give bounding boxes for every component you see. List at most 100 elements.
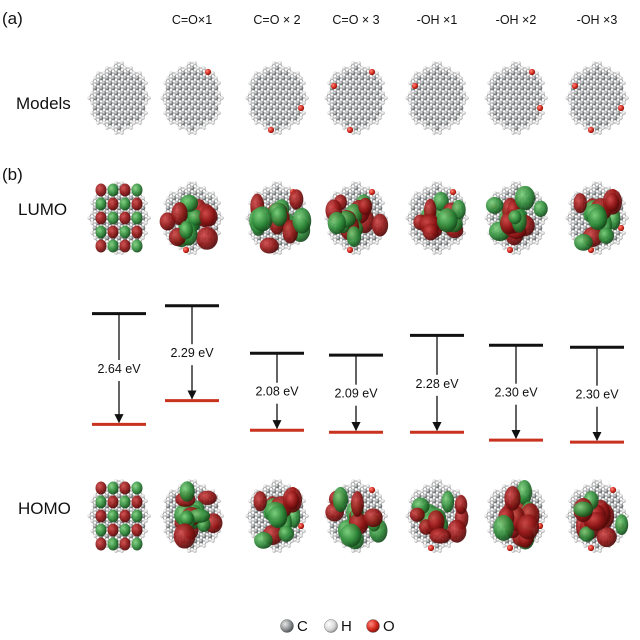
hydrogen-atom bbox=[290, 121, 294, 125]
carbon-atom bbox=[128, 75, 134, 81]
hydrogen-atom bbox=[499, 121, 503, 125]
carbon-atom bbox=[576, 105, 582, 111]
orbital-lobe-positive bbox=[95, 183, 107, 197]
carbon-atom bbox=[104, 195, 110, 201]
carbon-atom bbox=[609, 90, 615, 96]
carbon-atom bbox=[204, 90, 210, 96]
hydrogen-atom bbox=[193, 181, 197, 185]
hydrogen-atom bbox=[381, 101, 385, 105]
hydrogen-atom bbox=[96, 121, 100, 125]
carbon-atom bbox=[507, 85, 513, 91]
hydrogen-atom bbox=[220, 96, 224, 100]
carbon-atom bbox=[612, 115, 618, 121]
hydrogen-atom bbox=[296, 71, 300, 75]
carbon-atom bbox=[277, 90, 283, 96]
carbon-atom bbox=[95, 80, 101, 86]
orbital-lobe-negative bbox=[119, 225, 131, 239]
carbon-atom bbox=[368, 80, 374, 86]
hydrogen-atom bbox=[487, 81, 491, 85]
carbon-atom bbox=[213, 225, 219, 231]
hydrogen-atom bbox=[459, 116, 463, 120]
hydrogen-atom bbox=[535, 71, 539, 75]
carbon-atom bbox=[286, 85, 292, 91]
carbon-atom bbox=[250, 95, 256, 101]
carbon-atom bbox=[603, 100, 609, 106]
carbon-atom bbox=[377, 105, 383, 111]
carbon-atom bbox=[606, 115, 612, 121]
carbon-atom bbox=[507, 105, 513, 111]
hydrogen-atom bbox=[120, 181, 124, 185]
carbon-atom bbox=[504, 100, 510, 106]
carbon-atom bbox=[579, 100, 585, 106]
hydrogen-atom bbox=[333, 241, 337, 245]
carbon-atom bbox=[113, 80, 119, 86]
carbon-atom bbox=[350, 110, 356, 116]
orbital-lobe-negative bbox=[95, 197, 107, 211]
carbon-atom bbox=[504, 120, 510, 126]
carbon-atom bbox=[104, 235, 110, 241]
hydrogen-atom bbox=[411, 116, 415, 120]
hydrogen-atom bbox=[330, 116, 334, 120]
carbon-atom bbox=[600, 105, 606, 111]
hydrogen-atom bbox=[287, 186, 291, 190]
hydrogen-atom bbox=[299, 76, 303, 80]
carbon-atom bbox=[283, 90, 289, 96]
carbon-atom bbox=[519, 95, 525, 101]
carbon-atom bbox=[416, 105, 422, 111]
hydrogen-atom bbox=[114, 181, 118, 185]
carbon-atom bbox=[298, 85, 304, 91]
model-3 bbox=[324, 61, 388, 135]
hydrogen-atom bbox=[144, 91, 148, 95]
hydrogen-atom bbox=[429, 66, 433, 70]
hydrogen-atom bbox=[166, 76, 170, 80]
carbon-atom bbox=[210, 90, 216, 96]
carbon-atom bbox=[489, 95, 495, 101]
carbon-atom bbox=[107, 110, 113, 116]
hydrogen-atom bbox=[202, 66, 206, 70]
carbon-atom bbox=[525, 85, 531, 91]
hydrogen-atom bbox=[619, 116, 623, 120]
hydrogen-atom bbox=[202, 126, 206, 130]
carbon-atom bbox=[525, 105, 531, 111]
hydrogen-atom bbox=[592, 61, 596, 65]
carbon-atom bbox=[289, 210, 295, 216]
carbon-atom bbox=[510, 90, 516, 96]
carbon-atom bbox=[274, 185, 280, 191]
carbon-atom bbox=[507, 95, 513, 101]
hydrogen-atom bbox=[251, 76, 255, 80]
carbon-atom bbox=[116, 105, 122, 111]
carbon-atom bbox=[609, 110, 615, 116]
carbon-atom bbox=[591, 120, 597, 126]
carbon-atom bbox=[371, 195, 377, 201]
carbon-atom bbox=[410, 95, 416, 101]
carbon-atom bbox=[516, 100, 522, 106]
carbon-atom bbox=[359, 115, 365, 121]
carbon-atom bbox=[98, 105, 104, 111]
hydrogen-atom bbox=[375, 121, 379, 125]
carbon-atom bbox=[513, 105, 519, 111]
hydrogen-atom bbox=[196, 126, 200, 130]
hydrogen-atom bbox=[423, 126, 427, 130]
carbon-atom bbox=[377, 205, 383, 211]
carbon-atom bbox=[425, 120, 431, 126]
hydrogen-atom bbox=[447, 66, 451, 70]
carbon-atom bbox=[597, 110, 603, 116]
carbon-atom bbox=[516, 110, 522, 116]
carbon-atom bbox=[198, 100, 204, 106]
hydrogen-atom bbox=[351, 181, 355, 185]
hydrogen-atom bbox=[450, 71, 454, 75]
carbon-atom bbox=[501, 85, 507, 91]
hydrogen-atom bbox=[339, 71, 343, 75]
carbon-atom bbox=[371, 75, 377, 81]
hydrogen-atom bbox=[568, 91, 572, 95]
carbon-atom bbox=[353, 95, 359, 101]
hydrogen-atom bbox=[263, 66, 267, 70]
hydrogen-atom bbox=[296, 241, 300, 245]
carbon-atom bbox=[174, 80, 180, 86]
oxygen-atom bbox=[411, 82, 419, 90]
hydrogen-atom bbox=[456, 121, 460, 125]
hydrogen-atom bbox=[432, 131, 436, 135]
carbon-atom bbox=[122, 115, 128, 121]
orbital-lobe-negative bbox=[131, 183, 143, 197]
